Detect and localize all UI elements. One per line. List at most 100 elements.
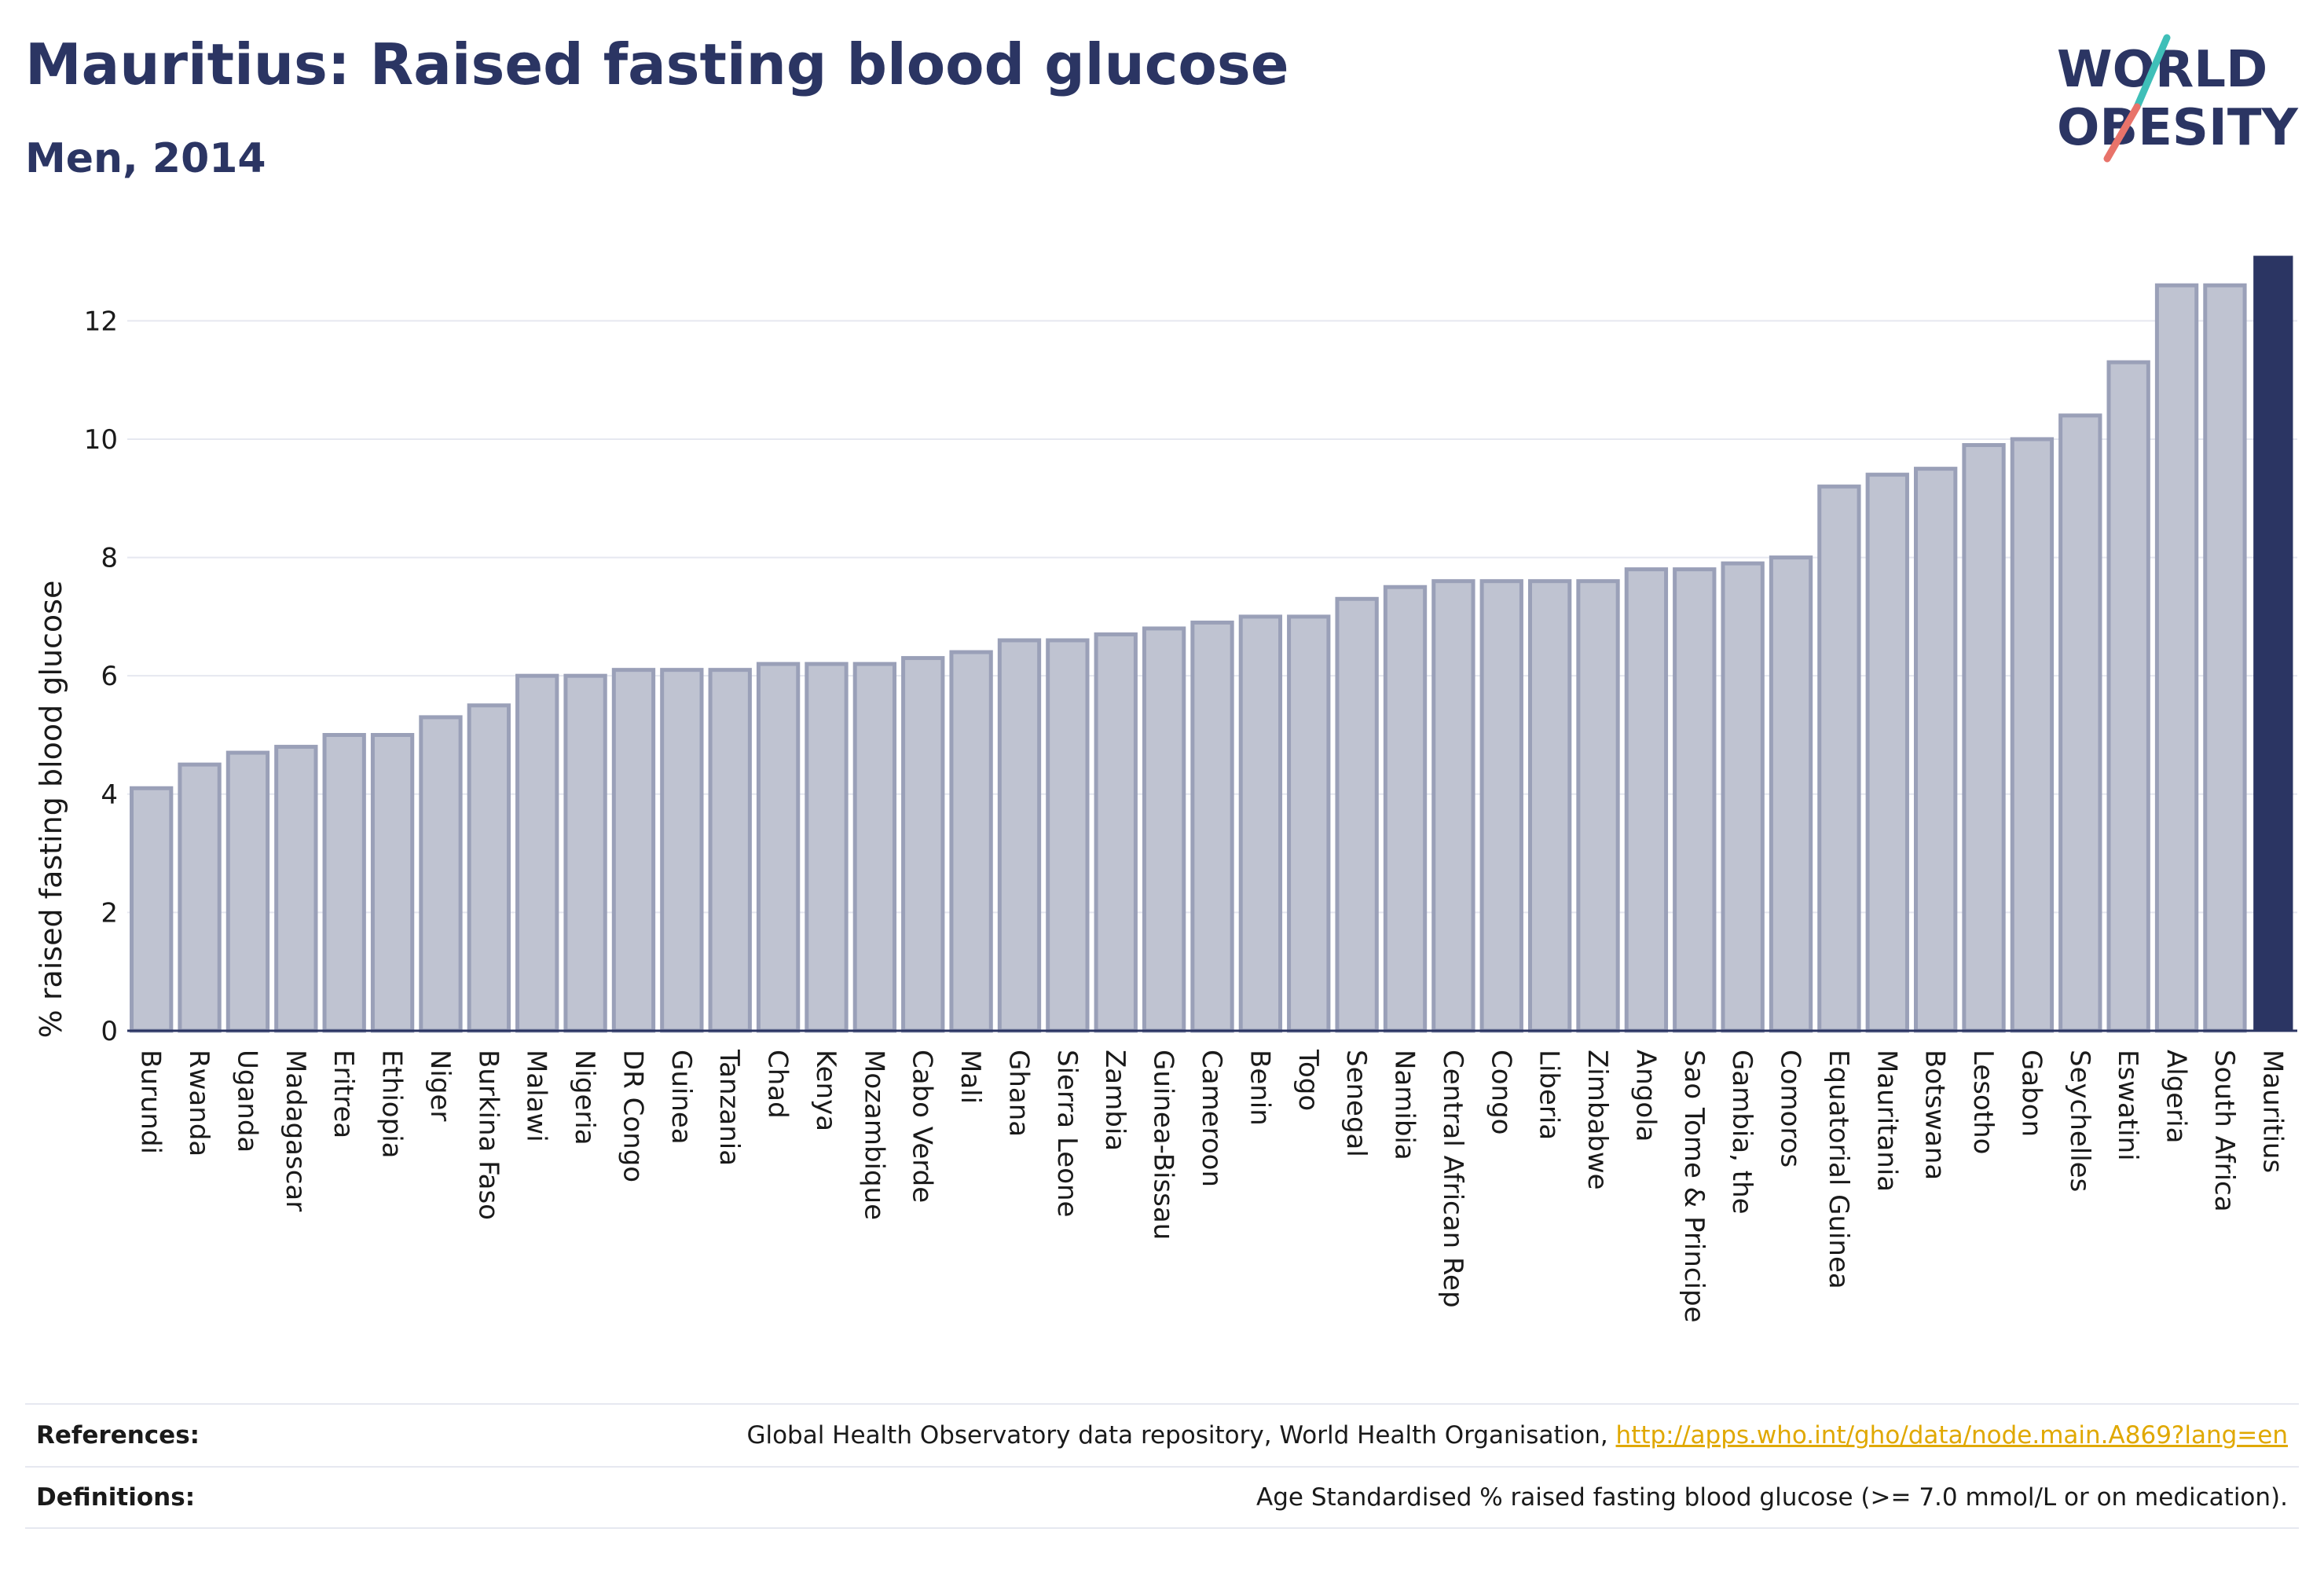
bar	[419, 715, 463, 1033]
x-tick-label: Equatorial Guinea	[1823, 1050, 1854, 1289]
x-tick-label: South Africa	[2209, 1050, 2240, 1212]
x-tick-labels: Burundi Rwanda Uganda Madagascar Eritrea Ethi…	[135, 1049, 2289, 1323]
x-tick-label: Niger	[424, 1050, 456, 1121]
bar	[322, 732, 366, 1033]
bar	[515, 673, 559, 1033]
x-tick-label: Mali	[955, 1050, 986, 1104]
y-tick-label: 6	[101, 661, 118, 692]
y-tick-label: 10	[84, 424, 118, 456]
references-text: Global Health Observatory data repositor…	[746, 1421, 1616, 1450]
bar	[2106, 360, 2150, 1033]
x-tick-label: Cabo Verde	[907, 1050, 938, 1203]
y-tick-label: 8	[101, 543, 118, 574]
x-tick-label: Zambia	[1099, 1050, 1131, 1151]
bar	[1238, 614, 1283, 1033]
bar	[805, 662, 849, 1033]
x-tick-label: Ethiopia	[376, 1050, 408, 1158]
bar	[1865, 472, 1909, 1033]
x-tick-label: Lesotho	[1967, 1050, 1999, 1154]
x-tick-label: Liberia	[1534, 1050, 1565, 1140]
bar	[1527, 579, 1572, 1033]
chart-title: Mauritius: Raised fasting blood glucose	[25, 31, 1289, 97]
x-tick-label: Cameroon	[1196, 1050, 1227, 1187]
x-tick-label: Madagascar	[280, 1050, 311, 1211]
bar	[1914, 467, 1958, 1033]
x-tick-label: Botswana	[1919, 1050, 1951, 1180]
bar	[370, 732, 415, 1033]
logo-slash-coral	[2103, 103, 2141, 163]
bar	[2203, 283, 2247, 1033]
x-tick-label: Zimbabwe	[1582, 1050, 1613, 1190]
bar	[1431, 579, 1475, 1033]
bar	[1721, 561, 1765, 1033]
definitions-text: Age Standardised % raised fasting blood …	[1256, 1483, 2288, 1512]
definitions-label: Definitions:	[36, 1483, 196, 1512]
bar	[1335, 596, 1379, 1033]
logo-slash-teal	[2133, 34, 2171, 111]
x-tick-label: Eritrea	[328, 1050, 359, 1138]
y-tick-label: 12	[84, 306, 118, 337]
y-axis-label: % raised fasting blood glucose	[34, 581, 68, 1039]
bar	[1673, 567, 1717, 1033]
bar	[1142, 626, 1186, 1033]
bar	[756, 662, 801, 1033]
bar	[1479, 579, 1523, 1033]
bar	[1383, 585, 1428, 1033]
x-tick-label: Angola	[1629, 1050, 1661, 1142]
bar	[2010, 437, 2055, 1033]
logo-line2: OBESITY	[2057, 99, 2298, 157]
x-tick-label: Eswatini	[2112, 1050, 2143, 1161]
bar-chart: 0 2 4 6 8 10 12 Burundi Rwanda Uganda Madagascar E…	[34, 255, 2297, 1323]
x-tick-label: Malawi	[521, 1050, 552, 1142]
x-tick-label: Chad	[762, 1050, 794, 1119]
x-tick-label: Seychelles	[2064, 1050, 2095, 1192]
x-tick-label: Central African Rep	[1437, 1050, 1468, 1308]
x-tick-label: Mauritius	[2256, 1050, 2288, 1173]
bar	[660, 668, 704, 1033]
bar	[467, 703, 511, 1033]
bars	[130, 255, 2293, 1033]
x-tick-label: Sao Tome & Principe	[1678, 1050, 1710, 1323]
x-tick-label: Guinea-Bissau	[1148, 1050, 1179, 1240]
bar	[2154, 283, 2199, 1033]
bar	[1094, 632, 1138, 1033]
x-tick-label: Mauritania	[1871, 1050, 1902, 1192]
x-tick-label: Gambia, the	[1726, 1050, 1758, 1215]
references-link[interactable]: http://apps.who.int/gho/data/node.main.A…	[1615, 1421, 2288, 1450]
bar	[1287, 614, 1331, 1033]
x-tick-label: Congo	[1485, 1050, 1516, 1134]
bar	[2058, 413, 2102, 1033]
bar	[611, 668, 656, 1033]
definitions-row: Definitions: Age Standardised % raised f…	[25, 1466, 2299, 1529]
bar	[1624, 567, 1669, 1033]
x-tick-label: Senegal	[1340, 1050, 1372, 1157]
bar	[130, 786, 174, 1033]
references-label: References:	[36, 1421, 200, 1450]
bar	[708, 668, 752, 1033]
bar	[901, 656, 945, 1033]
x-tick-label: Namibia	[1389, 1050, 1420, 1160]
x-tick-label: Uganda	[231, 1050, 262, 1153]
x-tick-label: Mozambique	[858, 1050, 889, 1220]
x-tick-label: Burundi	[135, 1050, 167, 1154]
y-tick-labels: 0 2 4 6 8 10 12	[84, 306, 118, 1047]
x-tick-label: Gabon	[2015, 1050, 2047, 1137]
bar	[178, 762, 222, 1033]
bar	[1190, 620, 1234, 1033]
x-tick-label: Kenya	[810, 1050, 841, 1131]
x-tick-label: Algeria	[2161, 1050, 2192, 1143]
x-tick-label: Nigeria	[569, 1050, 600, 1145]
bar	[225, 750, 270, 1033]
bar	[1576, 579, 1620, 1033]
x-tick-label: Rwanda	[183, 1050, 214, 1156]
x-tick-label: Benin	[1244, 1050, 1275, 1126]
bar	[1046, 638, 1090, 1033]
y-tick-label: 0	[101, 1016, 118, 1047]
chart-subtitle: Men, 2014	[25, 135, 266, 182]
x-tick-label: DR Congo	[617, 1050, 648, 1182]
bar	[274, 745, 318, 1033]
references-value: Global Health Observatory data repositor…	[746, 1421, 2288, 1450]
x-tick-label: Sierra Leone	[1051, 1050, 1083, 1217]
bar	[563, 673, 607, 1033]
x-tick-label: Guinea	[665, 1050, 697, 1145]
